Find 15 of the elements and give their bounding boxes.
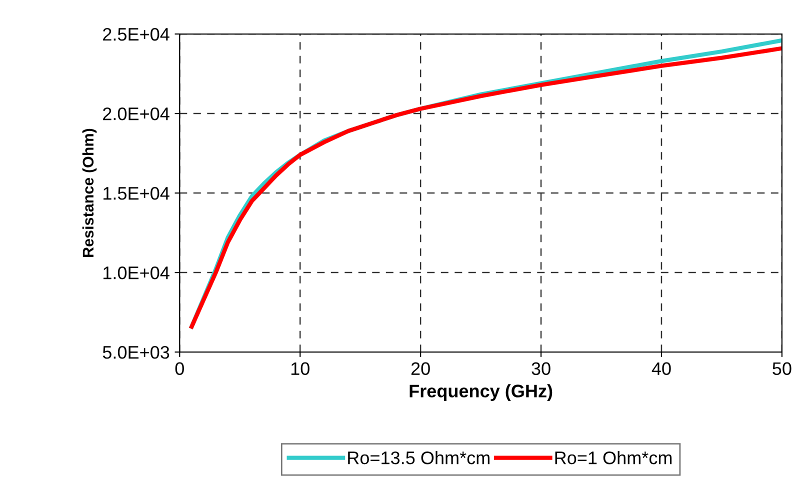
legend-label: Ro=13.5 Ohm*cm [348, 451, 490, 464]
x-tick-label: 0 [175, 362, 184, 376]
y-tick-label: 2.5E+04 [103, 28, 170, 41]
legend-label: Ro=1 Ohm*cm [555, 451, 672, 464]
x-axis-title: Frequency (GHz) [410, 384, 552, 402]
x-tick-label: 50 [772, 362, 792, 376]
x-tick-label: 20 [411, 362, 430, 376]
y-axis-title: Resistance (Ohm) [82, 128, 97, 257]
y-tick-label: 2.0E+04 [103, 107, 170, 120]
y-tick-label: 1.5E+04 [104, 186, 170, 200]
x-tick-label: 40 [652, 362, 671, 376]
x-tick-label: 10 [291, 362, 310, 376]
y-tick-label: 1.0E+04 [104, 266, 170, 280]
x-tick-label: 30 [532, 362, 550, 376]
y-tick-label: 5.0E+03 [102, 346, 170, 359]
